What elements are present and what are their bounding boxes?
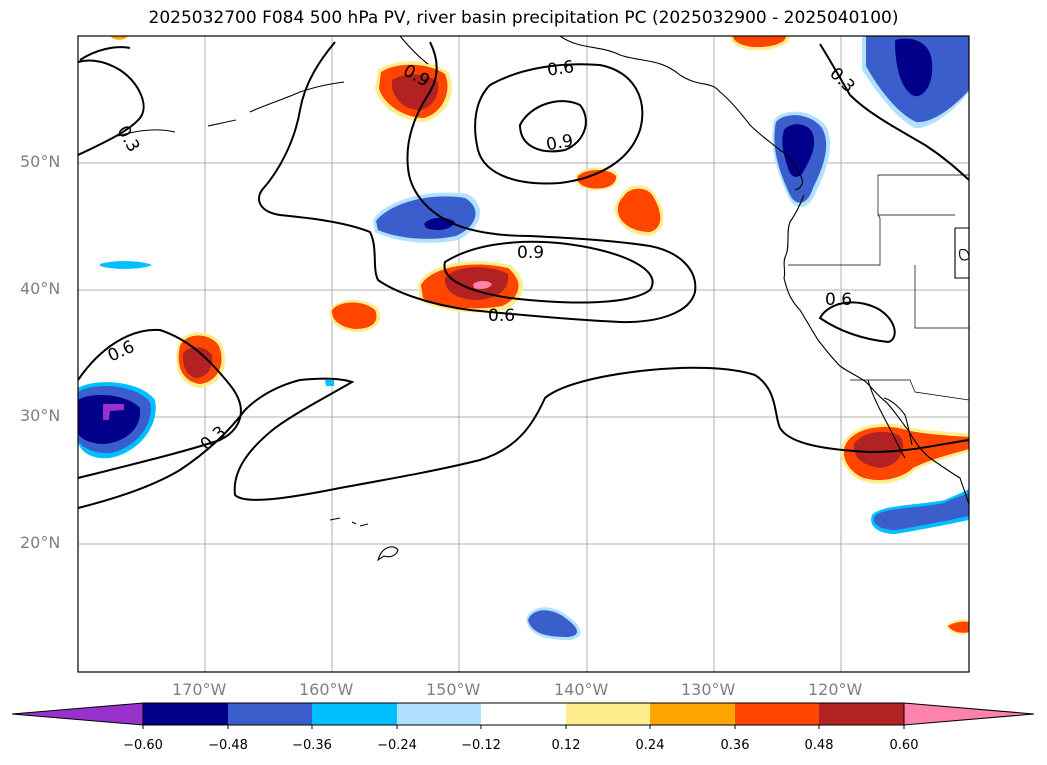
colorbar-tick-label: −0.24 bbox=[377, 738, 417, 753]
pv-contour bbox=[78, 366, 969, 509]
precip-blob-positive bbox=[575, 167, 664, 236]
precip-blob-negative bbox=[100, 261, 334, 386]
precip-blob-positive bbox=[418, 261, 524, 313]
lon-label: 130°W bbox=[681, 680, 736, 699]
pv-contour bbox=[819, 43, 969, 181]
precip-blob-positive bbox=[176, 332, 226, 388]
colorbar-tick-label: 0.60 bbox=[889, 738, 919, 753]
pv-contour bbox=[78, 328, 242, 479]
precip-blobs bbox=[78, 36, 969, 640]
colorbar-tick-label: 0.48 bbox=[804, 738, 834, 753]
colorbar-tick-label: −0.12 bbox=[461, 738, 501, 753]
precip-blob-positive bbox=[110, 36, 790, 51]
precip-blob-negative bbox=[373, 192, 481, 243]
contour-label: 0.9 bbox=[517, 243, 544, 263]
pv-contour bbox=[443, 240, 654, 304]
colorbar-tick-label: 0.36 bbox=[720, 738, 750, 753]
precip-blob-negative bbox=[78, 382, 156, 459]
lon-label: 150°W bbox=[426, 680, 481, 699]
colorbar-tick-label: 0.24 bbox=[635, 738, 665, 753]
state-borders bbox=[788, 174, 969, 401]
lon-label: 140°W bbox=[554, 680, 609, 699]
precip-blob-positive bbox=[841, 423, 969, 484]
lat-label: 20°N bbox=[20, 533, 61, 552]
lon-label: 120°W bbox=[808, 680, 863, 699]
precip-blob-negative bbox=[526, 607, 581, 640]
pv-contour bbox=[474, 63, 644, 185]
contour-label: 0.6 bbox=[546, 57, 576, 81]
contour-label: 0.9 bbox=[545, 131, 575, 155]
colorbar-tick-label: 0.12 bbox=[551, 738, 581, 753]
map-area: 0.6 0.9 0.9 0.9 0.6 0.6 0.3 0.6 0.3 0.3 bbox=[78, 36, 969, 672]
lat-label: 30°N bbox=[20, 406, 61, 425]
pv-contours bbox=[78, 41, 969, 509]
colorbar-tick-label: −0.48 bbox=[208, 738, 248, 753]
precip-blob-positive bbox=[375, 61, 452, 122]
colorbar-tick-label: −0.60 bbox=[123, 738, 163, 753]
contour-label: 0.6 bbox=[825, 290, 852, 310]
lon-label: 160°W bbox=[299, 680, 354, 699]
precip-blob-negative bbox=[862, 36, 969, 129]
map-title: 2025032700 F084 500 hPa PV, river basin … bbox=[148, 8, 899, 28]
pv-contour bbox=[258, 41, 697, 324]
lat-label: 50°N bbox=[20, 152, 61, 171]
pv-contour bbox=[518, 100, 587, 153]
pv-contour bbox=[79, 46, 131, 61]
precip-blob-negative bbox=[871, 488, 969, 534]
pv-contour bbox=[818, 301, 896, 344]
pv-contour bbox=[78, 59, 145, 156]
contour-label: 0.6 bbox=[488, 306, 515, 326]
precip-blob-positive bbox=[329, 299, 381, 332]
precip-blob-positive bbox=[946, 619, 969, 635]
precip-blob-negative bbox=[772, 111, 831, 207]
colorbar-tick-label: −0.36 bbox=[292, 738, 332, 753]
colorbar bbox=[11, 702, 1035, 729]
lon-label: 170°W bbox=[172, 680, 227, 699]
coastlines bbox=[117, 36, 969, 562]
map-frame bbox=[77, 35, 970, 673]
lat-label: 40°N bbox=[20, 279, 61, 298]
